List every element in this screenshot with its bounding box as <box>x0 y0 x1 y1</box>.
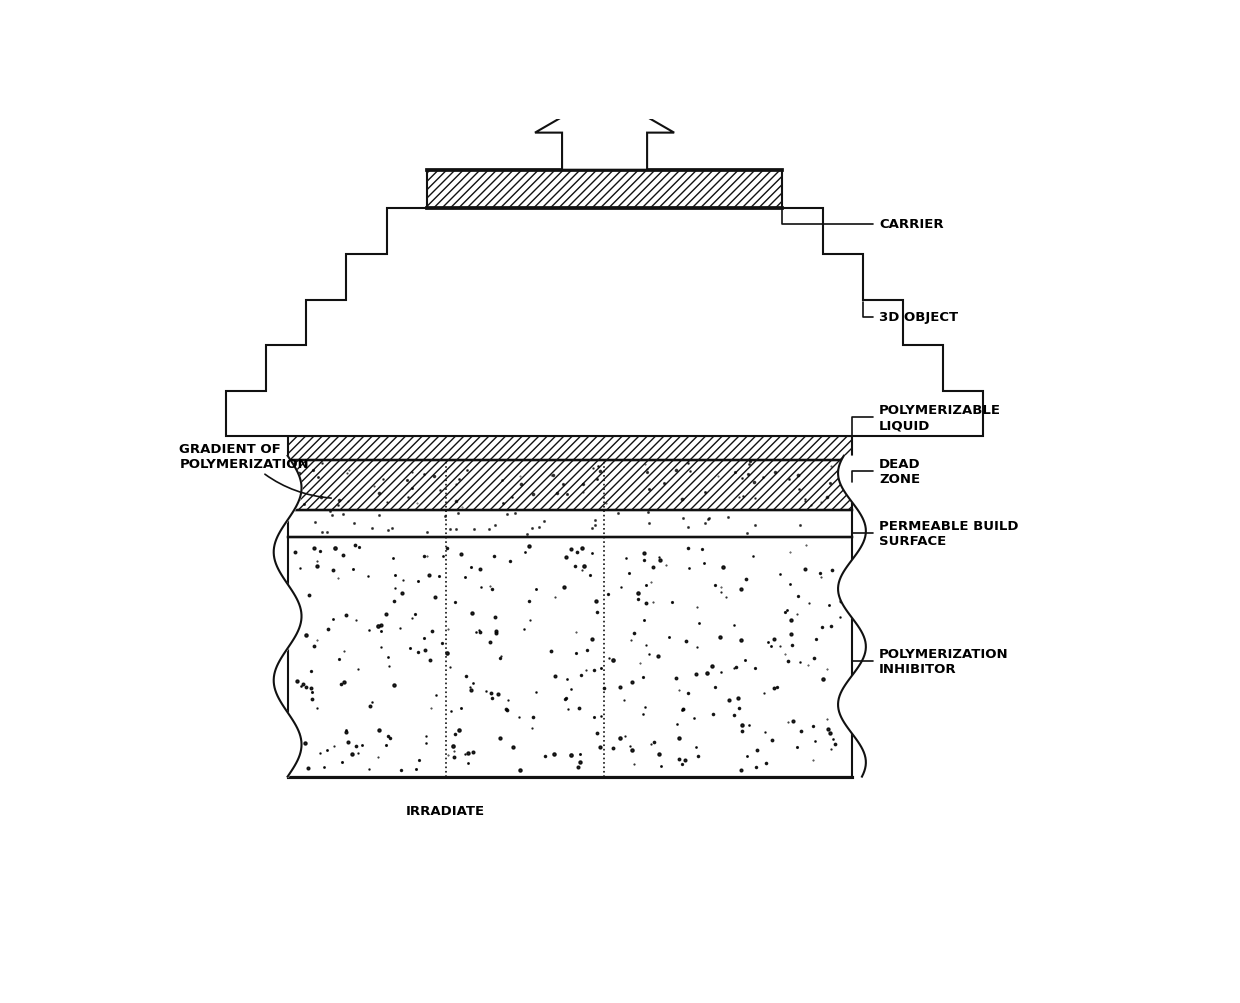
Text: CARRIER: CARRIER <box>782 193 944 231</box>
Text: IRRADIATE: IRRADIATE <box>405 803 485 816</box>
Bar <box>288 437 852 460</box>
Text: DEAD
ZONE: DEAD ZONE <box>852 457 920 485</box>
Text: POLYMERIZABLE
LIQUID: POLYMERIZABLE LIQUID <box>852 404 1001 445</box>
Text: POLYMERIZATION
INHIBITOR: POLYMERIZATION INHIBITOR <box>852 647 1008 675</box>
Bar <box>288 511 852 538</box>
Polygon shape <box>226 210 983 437</box>
Text: 3D OBJECT: 3D OBJECT <box>863 303 959 324</box>
Bar <box>288 538 852 776</box>
Text: GRADIENT OF
POLYMERIZATION: GRADIENT OF POLYMERIZATION <box>180 442 331 498</box>
Bar <box>288 460 852 511</box>
Bar <box>427 171 782 210</box>
Polygon shape <box>534 93 675 171</box>
Text: PERMEABLE BUILD
SURFACE: PERMEABLE BUILD SURFACE <box>852 520 1018 548</box>
